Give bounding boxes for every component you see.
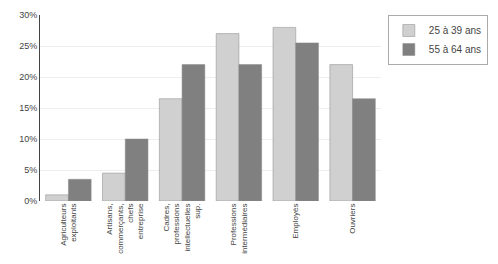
svg-text:25%: 25% xyxy=(19,41,37,51)
svg-text:10%: 10% xyxy=(19,134,37,144)
svg-text:30%: 30% xyxy=(19,10,37,20)
svg-text:Artisans,commerçants,chefsentr: Artisans,commerçants,chefsentreprise xyxy=(105,203,145,254)
svg-text:20%: 20% xyxy=(19,72,37,82)
svg-text:0%: 0% xyxy=(24,196,37,206)
svg-text:Employés: Employés xyxy=(291,204,300,239)
svg-text:5%: 5% xyxy=(24,165,37,175)
svg-text:25 à 39 ans: 25 à 39 ans xyxy=(429,25,481,36)
svg-text:Cadres,professionsintellectuel: Cadres,professionsintellectuellessup. xyxy=(162,204,202,252)
svg-text:Ouvriers: Ouvriers xyxy=(348,204,357,234)
svg-text:Professionsintermédiaires: Professionsintermédiaires xyxy=(229,204,248,254)
svg-text:15%: 15% xyxy=(19,103,37,113)
svg-text:55 à 64 ans: 55 à 64 ans xyxy=(429,44,481,55)
svg-text:Agriculteursexploitants: Agriculteursexploitants xyxy=(59,204,78,246)
